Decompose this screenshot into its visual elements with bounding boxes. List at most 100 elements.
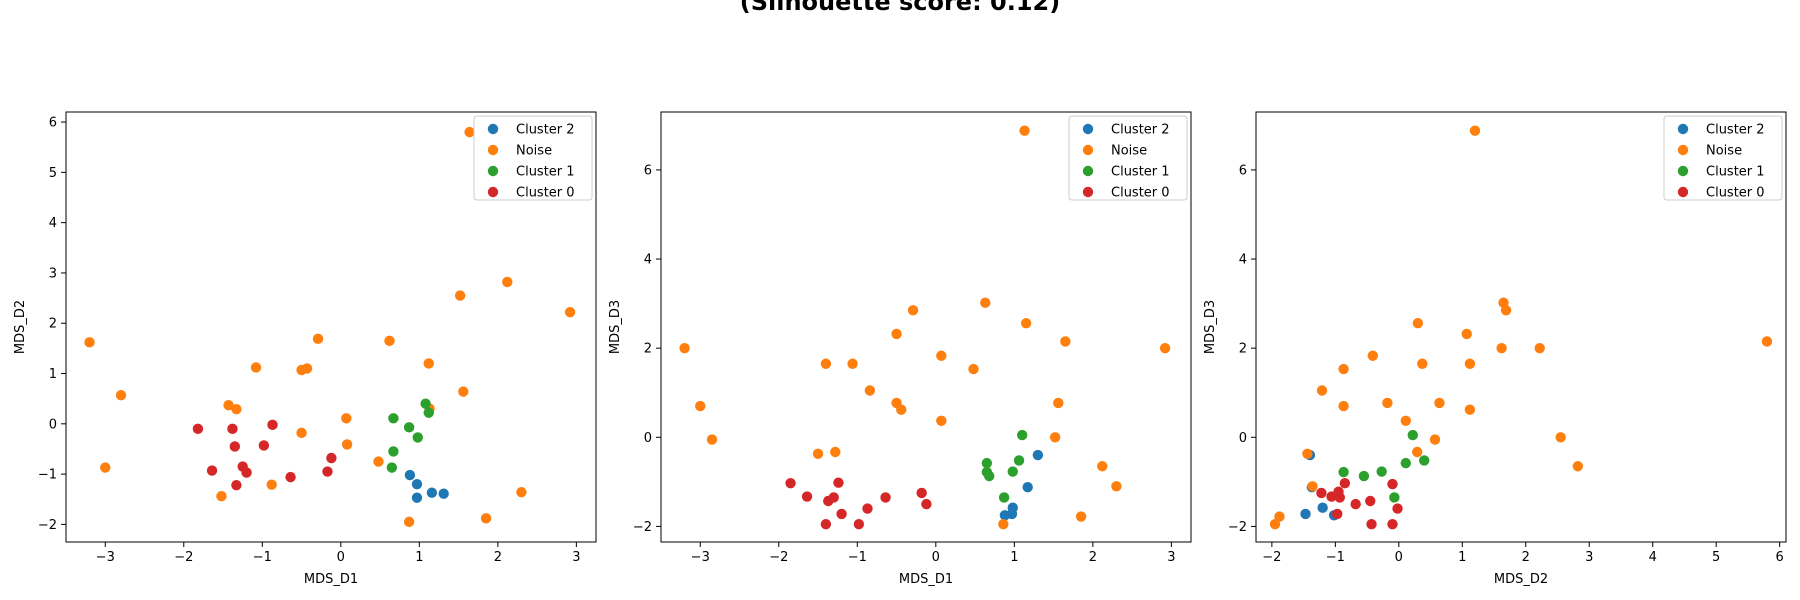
data-point [341, 439, 353, 450]
series-cluster-2 [404, 469, 449, 503]
data-point [1019, 125, 1030, 136]
scatter-panel-3: −2 −1 0 1 2 3 4 5 6 −2 0 2 4 6 MDS_D2 MDS_D3 Cluster 2 No… [1203, 111, 1787, 587]
legend-label: Noise [1111, 144, 1147, 159]
data-point [1007, 502, 1018, 513]
data-point [216, 491, 227, 502]
data-point [423, 358, 434, 369]
legend-label: Cluster 1 [1706, 165, 1765, 180]
data-point [1159, 342, 1171, 354]
data-point [388, 446, 399, 457]
data-point [864, 385, 876, 396]
legend-box [473, 115, 593, 201]
data-point [896, 404, 907, 415]
data-point [830, 446, 841, 458]
data-point [100, 462, 111, 473]
x-tick-label: 3 [572, 550, 580, 565]
data-point [1407, 429, 1418, 441]
data-point [1419, 455, 1430, 466]
data-point [1016, 429, 1028, 441]
y-tick-label: 3 [49, 266, 57, 281]
data-point [231, 404, 242, 415]
y-tick-label: 5 [49, 166, 57, 181]
data-point [231, 479, 242, 491]
data-point [1358, 470, 1370, 482]
data-point [1496, 342, 1507, 354]
series-cluster-2 [1300, 449, 1340, 521]
axes-frame [660, 111, 1192, 543]
data-point [1300, 508, 1311, 520]
legend-marker [1677, 144, 1689, 156]
data-point [1269, 518, 1281, 530]
data-point [1365, 495, 1376, 507]
data-point [853, 518, 865, 530]
data-point [1022, 481, 1033, 493]
legend-label: Noise [516, 144, 552, 159]
data-point [1350, 498, 1361, 510]
axes-frame [65, 111, 597, 543]
y-tick-label: 0 [1239, 431, 1247, 446]
y-tick-label: −2 [1228, 520, 1247, 535]
y-tick-label: 4 [1239, 253, 1247, 268]
data-point [296, 427, 307, 439]
data-point [454, 290, 466, 301]
y-tick-label: 6 [49, 116, 57, 131]
y-tick-label: 4 [49, 216, 57, 231]
data-point [267, 419, 278, 431]
data-point [998, 492, 1010, 503]
legend-label: Cluster 2 [1706, 123, 1765, 138]
data-point [916, 487, 927, 499]
data-point [1317, 502, 1328, 513]
data-point [1376, 466, 1387, 477]
data-point [968, 363, 979, 375]
x-tick-label: 0 [337, 550, 345, 565]
data-point [1382, 397, 1393, 409]
legend-marker [487, 144, 499, 156]
y-tick-label: −2 [633, 520, 652, 535]
legend-box [1663, 115, 1783, 201]
x-tick-label: −1 [848, 550, 867, 565]
x-tick-label: −2 [769, 550, 788, 565]
data-point [836, 508, 847, 520]
axes-frame [1255, 111, 1787, 543]
data-point [1400, 415, 1411, 426]
x-tick-label: −1 [1326, 550, 1345, 565]
series-cluster-2 [999, 449, 1044, 521]
data-point [412, 432, 423, 443]
data-point [936, 415, 947, 426]
data-point [936, 350, 947, 361]
y-tick-label: 0 [49, 417, 57, 432]
legend-marker [487, 123, 499, 135]
data-point [1307, 481, 1318, 492]
series-noise [679, 125, 1171, 530]
data-point [1332, 508, 1343, 520]
y-tick-label: 2 [49, 317, 57, 332]
data-point [1053, 397, 1064, 409]
legend-label: Cluster 2 [1111, 123, 1170, 138]
legend-marker [1677, 186, 1689, 198]
series-cluster-0 [1316, 477, 1403, 530]
data-point [706, 434, 718, 445]
data-point [1049, 432, 1061, 443]
x-tick-label: 3 [1167, 550, 1175, 565]
data-point [785, 477, 796, 489]
data-point [880, 492, 891, 503]
x-tick-label: 0 [932, 550, 940, 565]
data-point [312, 333, 324, 345]
x-tick-label: −1 [253, 550, 272, 565]
legend: Cluster 2 Noise Cluster 1 Cluster 0 [1068, 115, 1188, 201]
y-axis-label: MDS_D3 [1203, 300, 1218, 354]
legend-marker [1082, 123, 1094, 135]
legend-label: Cluster 0 [516, 186, 575, 201]
page-title: (Silhouette score: 0.12) [739, 0, 1061, 16]
data-point [1400, 457, 1411, 469]
data-point [388, 413, 399, 424]
x-tick-label: 0 [1395, 550, 1403, 565]
data-point [1007, 466, 1018, 477]
data-point [921, 498, 932, 510]
x-tick-label: 4 [1649, 550, 1657, 565]
x-tick-label: −3 [96, 550, 115, 565]
data-point [458, 386, 469, 397]
legend-label: Cluster 0 [1706, 186, 1765, 201]
x-tick-label: 2 [494, 550, 502, 565]
data-point [1338, 363, 1349, 375]
